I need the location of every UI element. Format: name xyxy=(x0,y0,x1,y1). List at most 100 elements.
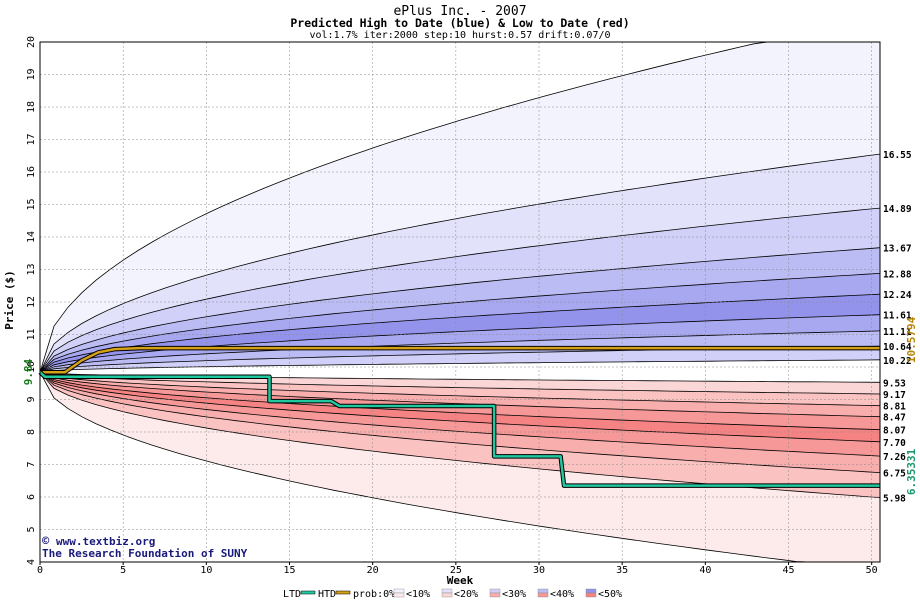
y-tick-label-1: 5 xyxy=(26,526,37,532)
legend-item-label-2: <30% xyxy=(502,589,526,600)
high-end-label-5: 11.61 xyxy=(883,311,912,322)
y-tick-label-9: 13 xyxy=(26,263,37,275)
high-band-5 xyxy=(40,294,880,373)
high-band-4 xyxy=(40,273,880,373)
high-end-label-7: 10.64 xyxy=(883,342,912,353)
low-band-3 xyxy=(40,372,880,430)
legend-blue-swatch-1 xyxy=(441,588,453,594)
low-end-label-2: 8.81 xyxy=(883,402,906,413)
end-labels: 16.55 14.89 13.67 12.88 12.24 11.61 11.11 10.64… xyxy=(883,150,912,505)
x-tick-label-3: 15 xyxy=(283,565,295,576)
low-quantile-line-2 xyxy=(39,371,881,407)
ltd-line xyxy=(39,371,880,487)
legend-htd-swatch xyxy=(335,590,351,595)
series-lines xyxy=(38,345,880,488)
x-tick-label-2: 10 xyxy=(200,565,212,576)
low-end-label-6: 7.26 xyxy=(883,452,906,463)
ltd-end-label: 6.35331 xyxy=(905,448,918,495)
y-axis-label: Price ($) xyxy=(3,270,16,330)
low-band-4 xyxy=(40,372,880,442)
legend-blue-swatch-4 xyxy=(585,588,597,594)
start-price-label: 9.84 xyxy=(22,358,35,385)
legend-item-label-0: <10% xyxy=(406,589,430,600)
y-tick-label-15: 19 xyxy=(26,68,37,80)
high-band-1 xyxy=(40,154,880,373)
x-tick-label-1: 5 xyxy=(120,565,126,576)
legend: LTD HTD prob:0% <10% <20% <30% <40% <50% xyxy=(283,588,622,600)
y-tick-label-0: 4 xyxy=(26,559,37,565)
low-end-label-4: 8.07 xyxy=(883,426,906,437)
low-end-label-1: 9.17 xyxy=(883,390,906,401)
low-quantile-line-1 xyxy=(39,371,881,395)
low-quantile-line-6 xyxy=(39,371,881,457)
x-tick-label-5: 25 xyxy=(450,565,462,576)
htd-line xyxy=(40,346,880,374)
legend-ltd-swatch xyxy=(300,590,316,595)
high-end-label-0: 16.55 xyxy=(883,150,912,161)
legend-red-swatch-2 xyxy=(489,592,501,598)
legend-red-swatch-1 xyxy=(441,592,453,598)
legend-prob-label: prob:0% xyxy=(353,589,395,600)
chart-params: vol:1.7% iter:2000 step:10 hurst:0.57 dr… xyxy=(309,30,610,41)
legend-red-swatch-4 xyxy=(585,592,597,598)
chart-subtitle: Predicted High to Date (blue) & Low to D… xyxy=(290,16,629,30)
legend-red-swatch-3 xyxy=(537,592,549,598)
y-tick-label-7: 11 xyxy=(26,328,37,340)
y-tick-label-11: 15 xyxy=(26,198,37,210)
low-band-6 xyxy=(40,372,880,473)
legend-item-label-3: <40% xyxy=(550,589,574,600)
low-quantile-line-7 xyxy=(39,371,881,473)
high-end-label-8: 10.22 xyxy=(883,356,912,367)
high-band-7 xyxy=(40,330,880,373)
high-end-label-2: 13.67 xyxy=(883,244,912,255)
high-quantile-line-3 xyxy=(39,247,881,373)
y-tick-label-2: 6 xyxy=(26,494,37,500)
y-tick-label-5: 9 xyxy=(26,396,37,402)
watermark-url: www.textbiz.org xyxy=(56,535,155,548)
quantile-lines xyxy=(39,41,881,563)
x-tick-label-8: 40 xyxy=(699,565,711,576)
x-tick-label-10: 50 xyxy=(866,565,878,576)
high-quantile-line-2 xyxy=(39,207,881,373)
low-band-2 xyxy=(40,372,880,417)
legend-blue-swatch-0 xyxy=(393,588,405,594)
high-band-2 xyxy=(40,208,880,373)
quantile-bands xyxy=(40,42,880,562)
low-end-label-7: 6.75 xyxy=(883,469,906,480)
chart-title: ePlus Inc. - 2007 xyxy=(393,4,526,19)
legend-ltd-label: LTD xyxy=(283,589,301,600)
low-quantile-line-9 xyxy=(39,372,880,563)
y-tick-label-16: 20 xyxy=(26,36,37,48)
watermark-org: The Research Foundation of SUNY xyxy=(42,547,248,560)
high-quantile-line-5 xyxy=(39,293,881,373)
x-tick-label-7: 35 xyxy=(616,565,628,576)
y-tick-label-12: 16 xyxy=(26,166,37,178)
legend-item-label-1: <20% xyxy=(454,589,478,600)
plot-frame xyxy=(39,41,881,563)
y-tick-label-3: 7 xyxy=(26,461,37,467)
low-end-label-3: 8.47 xyxy=(883,413,906,424)
low-end-label-8: 5.98 xyxy=(883,494,906,505)
axes: 0 5 10 15 20 25 30 35 40 45 5045678910111213141516… xyxy=(26,36,881,576)
x-tick-label-9: 45 xyxy=(782,565,794,576)
y-tick-label-4: 8 xyxy=(26,429,37,435)
legend-blue-swatch-2 xyxy=(489,588,501,594)
legend-item-label-4: <50% xyxy=(598,589,622,600)
x-tick-label-6: 30 xyxy=(533,565,545,576)
legend-htd-label: HTD xyxy=(318,589,336,600)
low-quantile-line-3 xyxy=(39,371,881,418)
high-end-label-3: 12.88 xyxy=(883,269,912,280)
high-end-label-6: 11.11 xyxy=(883,327,912,338)
x-axis-label: Week xyxy=(447,574,474,587)
high-quantile-line-1 xyxy=(39,153,881,373)
x-tick-label-0: 0 xyxy=(37,565,43,576)
x-tick-label-4: 20 xyxy=(367,565,379,576)
y-tick-label-8: 12 xyxy=(26,296,37,308)
watermark: © www.textbiz.org The Research Foundatio… xyxy=(42,534,248,560)
y-tick-label-13: 17 xyxy=(26,133,37,145)
low-band-8 xyxy=(40,372,880,562)
legend-red-swatch-0 xyxy=(393,592,405,598)
high-quantile-line-4 xyxy=(39,273,881,373)
high-band-0 xyxy=(40,42,880,373)
